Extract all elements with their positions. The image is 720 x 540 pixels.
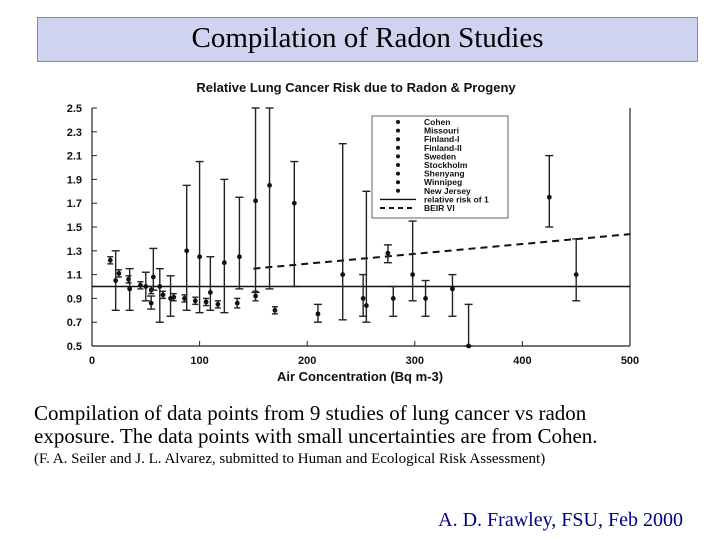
y-tick-label: 2.1 <box>67 151 82 163</box>
caption: Compilation of data points from 9 studie… <box>34 402 714 448</box>
cohen-data-point <box>215 301 221 307</box>
study-data-point <box>363 303 369 308</box>
y-tick-label: 0.5 <box>67 341 82 353</box>
y-tick-label: 2.3 <box>67 127 82 139</box>
study-data-point <box>150 274 156 280</box>
study-data-point <box>168 296 173 301</box>
study-data-point <box>340 272 346 277</box>
study-data-point <box>315 311 321 317</box>
study-data-point <box>143 284 149 289</box>
study-data-point <box>450 286 455 292</box>
study-data-point <box>237 254 242 260</box>
study-data-point <box>291 200 297 206</box>
study-data-point <box>113 278 119 283</box>
radon-chart: Relative Lung Cancer Risk due to Radon &… <box>67 80 639 384</box>
study-data-point <box>253 198 258 204</box>
cohen-data-point <box>160 292 166 298</box>
legend-entry: Stockholm <box>424 160 468 170</box>
cohen-data-point <box>234 300 240 306</box>
legend-marker <box>396 171 400 176</box>
beir-vi-line <box>253 233 631 270</box>
legend-entry: Sweden <box>424 151 456 161</box>
y-tick-label: 2.5 <box>67 103 82 115</box>
legend-box <box>371 115 509 219</box>
x-tick-label: 500 <box>621 355 639 367</box>
y-tick-label: 1.9 <box>67 174 82 186</box>
legend-marker <box>396 120 400 124</box>
caption-line-1: Compilation of data points from 9 studie… <box>34 401 587 425</box>
legend-entry: New Jersey <box>424 186 471 196</box>
study-data-point <box>546 194 552 200</box>
legend-entry: relative risk of 1 <box>424 194 489 204</box>
legend-entry: Missouri <box>424 126 459 136</box>
study-data-point <box>207 290 213 295</box>
cohen-data-point <box>116 271 122 276</box>
legend-marker <box>396 163 400 167</box>
cohen-data-point <box>253 293 258 299</box>
study-data-point <box>221 260 227 266</box>
legend-marker <box>396 145 400 150</box>
y-tick-label: 1.5 <box>67 222 82 234</box>
legend-entry: BEIR VI <box>424 203 455 213</box>
study-data-point <box>148 300 154 306</box>
x-tick-label: 200 <box>298 355 316 367</box>
legend-entry: Cohen <box>424 117 450 127</box>
chart-title: Relative Lung Cancer Risk due to Radon &… <box>196 80 516 95</box>
chart-figure: Relative Lung Cancer Risk due to Radon &… <box>0 70 720 390</box>
caption-line-2: exposure. The data points with small unc… <box>34 424 598 448</box>
study-data-point <box>423 296 428 301</box>
y-tick-label: 0.9 <box>67 293 82 305</box>
study-data-point <box>127 286 133 292</box>
legend-marker <box>396 188 400 193</box>
study-data-point <box>267 182 272 188</box>
study-data-point <box>197 254 203 260</box>
legend-entry: Shenyang <box>424 169 465 179</box>
cohen-data-point <box>192 298 198 304</box>
reference-note: (F. A. Seiler and J. L. Alvarez, submitt… <box>34 451 546 467</box>
legend-marker <box>396 154 400 159</box>
study-data-point <box>573 272 579 277</box>
cohen-data-point <box>203 299 209 305</box>
slide-title: Compilation of Radon Studies <box>191 22 544 54</box>
y-tick-label: 0.7 <box>67 317 82 329</box>
study-data-point <box>390 296 396 301</box>
y-tick-label: 1.7 <box>67 198 82 210</box>
study-data-point <box>410 272 416 277</box>
x-tick-label: 400 <box>513 355 531 367</box>
x-tick-label: 100 <box>190 355 208 367</box>
study-data-point <box>466 343 471 349</box>
cohen-data-point <box>182 296 187 301</box>
study-data-point <box>360 296 366 301</box>
legend-marker <box>396 180 400 185</box>
y-tick-label: 1.3 <box>67 246 82 258</box>
cohen-data-point <box>138 282 143 288</box>
x-tick-label: 0 <box>89 355 95 367</box>
y-tick-label: 1.1 <box>67 270 82 282</box>
slide-title-box: Compilation of Radon Studies <box>37 17 698 62</box>
study-data-point <box>385 250 391 256</box>
study-data-point <box>184 248 190 254</box>
legend-entry: Finland-II <box>424 143 462 153</box>
legend-entry: Finland-I <box>424 134 459 144</box>
legend-marker <box>396 137 400 142</box>
study-data-point <box>157 284 163 289</box>
cohen-data-point <box>107 257 113 263</box>
legend-entry: Winnipeg <box>424 177 462 187</box>
x-tick-label: 300 <box>406 355 424 367</box>
author-credit: A. D. Frawley, FSU, Feb 2000 <box>438 509 683 531</box>
x-axis-label: Air Concentration (Bq m-3) <box>277 369 443 384</box>
cohen-data-point <box>272 307 278 313</box>
legend-marker <box>396 128 400 133</box>
